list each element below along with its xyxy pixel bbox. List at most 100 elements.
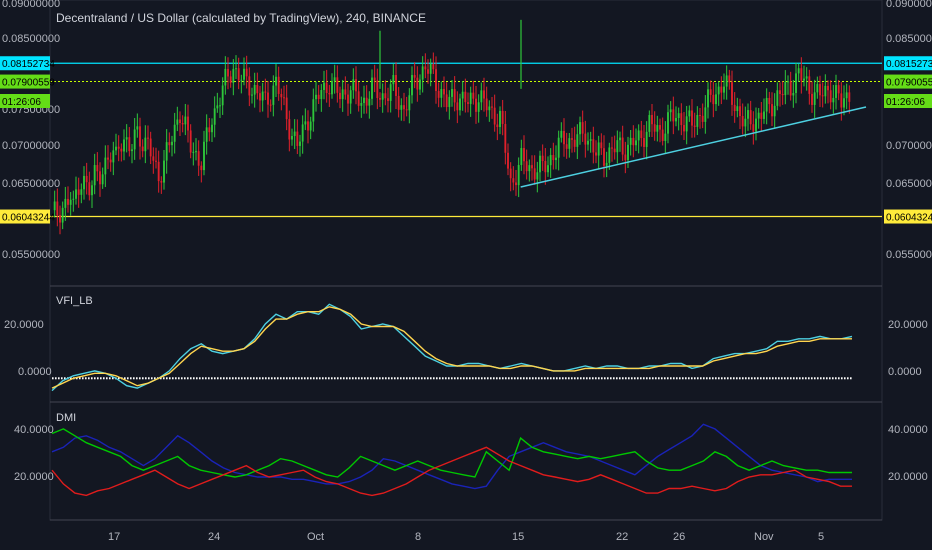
candle-body [184, 116, 187, 125]
candle-body [576, 134, 579, 147]
candle-body [109, 159, 112, 163]
zero-line-dot [730, 377, 732, 380]
zero-line-dot [442, 377, 444, 380]
zero-line-dot [712, 377, 714, 380]
zero-line-dot [565, 377, 567, 380]
candle-body [739, 106, 741, 117]
candle-body [269, 104, 272, 106]
zero-line-dot [514, 377, 516, 380]
zero-line-dot [187, 377, 189, 380]
zero-line-dot [628, 377, 630, 380]
zero-line-dot [793, 377, 795, 380]
candle-body [272, 85, 275, 105]
zero-line-dot [649, 377, 651, 380]
zero-line-dot [223, 377, 225, 380]
zero-line-dot [517, 377, 519, 380]
zero-line-dot [448, 377, 450, 380]
zero-line-dot [76, 377, 78, 380]
candle-body [67, 198, 69, 205]
zero-line-dot [505, 377, 507, 380]
zero-line-dot [349, 377, 351, 380]
zero-line-dot [409, 377, 411, 380]
candle-body [667, 112, 669, 134]
candle-body [584, 133, 587, 145]
zero-line-dot [676, 377, 678, 380]
zero-line-dot [148, 377, 150, 380]
candle-body [835, 85, 837, 98]
zero-line-dot [805, 377, 807, 380]
candle-body [115, 146, 117, 151]
candle-body [672, 109, 675, 122]
zero-line-dot [322, 377, 324, 380]
candle-body [491, 106, 493, 108]
zero-line-dot [151, 377, 153, 380]
zero-line-dot [751, 377, 753, 380]
zero-line-dot [634, 377, 636, 380]
candle-body [509, 168, 512, 179]
candle-body [168, 142, 171, 146]
candle-body [93, 165, 96, 186]
candle-body [205, 127, 208, 142]
candle-body [419, 79, 421, 90]
dmi-pane-label: DMI [56, 412, 76, 424]
zero-line-dot [766, 377, 768, 380]
zero-line-dot [799, 377, 801, 380]
zero-line-dot [169, 377, 171, 380]
price-tag-label: 01:26:06 [886, 97, 925, 108]
zero-line-dot [664, 377, 666, 380]
candle-body [317, 94, 320, 100]
candle-body [843, 98, 845, 108]
candle-body [547, 165, 549, 173]
candle-body [392, 75, 395, 85]
candle-body [277, 76, 280, 94]
zero-line-dot [592, 377, 594, 380]
zero-line-dot [55, 377, 57, 380]
zero-line-dot [280, 377, 282, 380]
candle-body [189, 130, 192, 153]
candle-body [813, 92, 816, 105]
zero-line-dot [424, 377, 426, 380]
candle-body [429, 64, 432, 74]
zero-line-dot [499, 377, 501, 380]
candle-body [539, 155, 541, 173]
candle-body [163, 160, 165, 183]
zero-line-dot [328, 377, 330, 380]
candle-body [581, 122, 584, 134]
candle-body [795, 73, 797, 93]
zero-line-dot [646, 377, 648, 380]
candle-body [240, 79, 243, 81]
zero-line-dot [406, 377, 408, 380]
zero-line-dot [511, 377, 513, 380]
candle-body [69, 199, 72, 205]
zero-line-dot [199, 377, 201, 380]
candle-body [307, 121, 309, 131]
candle-body [149, 138, 152, 157]
candle-body [712, 94, 715, 105]
zero-line-dot [172, 377, 174, 380]
zero-line-dot [601, 377, 603, 380]
plot-area [49, 0, 883, 521]
zero-line-dot [145, 377, 147, 380]
candle-body [360, 102, 363, 106]
candle-body [728, 75, 731, 83]
candle-body [752, 124, 755, 132]
candle-body [181, 122, 184, 125]
zero-line-dot [523, 377, 525, 380]
zero-line-dot [433, 377, 435, 380]
candle-body [515, 182, 517, 186]
candle-body [664, 133, 667, 141]
zero-line-dot [532, 377, 534, 380]
candle-body [144, 137, 147, 152]
zero-line-dot [640, 377, 642, 380]
candle-body [627, 144, 629, 161]
candle-body [261, 91, 264, 101]
zero-line-dot [316, 377, 318, 380]
candle-body [715, 94, 717, 105]
zero-line-dot [94, 377, 96, 380]
candle-body [784, 81, 787, 96]
zero-line-dot [823, 377, 825, 380]
time-tick-label: 24 [208, 531, 220, 543]
candle-body [155, 160, 157, 162]
candle-body [725, 75, 728, 87]
zero-line-dot [790, 377, 792, 380]
